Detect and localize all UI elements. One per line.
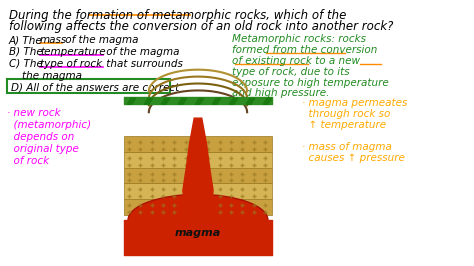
Polygon shape xyxy=(127,98,136,104)
Text: of the magma: of the magma xyxy=(62,35,138,45)
Text: ↑ temperature: ↑ temperature xyxy=(302,120,386,130)
Bar xyxy=(124,152,272,168)
Polygon shape xyxy=(144,98,153,104)
Text: C) The: C) The xyxy=(9,59,46,69)
Bar xyxy=(124,199,272,215)
Polygon shape xyxy=(161,98,170,104)
Polygon shape xyxy=(246,98,255,104)
Bar xyxy=(124,168,272,184)
Text: type of rock: type of rock xyxy=(40,59,102,69)
Text: depends on: depends on xyxy=(7,132,74,142)
Polygon shape xyxy=(195,98,204,104)
Polygon shape xyxy=(183,118,213,217)
Polygon shape xyxy=(178,98,187,104)
Text: through rock so: through rock so xyxy=(302,109,390,119)
Polygon shape xyxy=(212,98,221,104)
Text: and high pressure.: and high pressure. xyxy=(232,89,329,98)
Bar xyxy=(124,136,272,152)
Text: (metamorphic): (metamorphic) xyxy=(7,120,91,130)
Text: of existing rock to a new: of existing rock to a new xyxy=(232,56,360,66)
Text: · new rock: · new rock xyxy=(7,108,61,118)
Polygon shape xyxy=(263,98,272,104)
Text: formed from the conversion: formed from the conversion xyxy=(232,45,377,55)
Text: original type: original type xyxy=(7,144,79,154)
Text: magma: magma xyxy=(175,228,221,238)
Text: that surrounds: that surrounds xyxy=(103,59,183,69)
Text: the magma: the magma xyxy=(22,71,82,81)
Text: temperature: temperature xyxy=(40,47,106,57)
Text: D) All of the answers are correct: D) All of the answers are correct xyxy=(11,82,179,93)
Text: · mass of magma: · mass of magma xyxy=(302,142,392,152)
Polygon shape xyxy=(229,98,237,104)
Text: of rock: of rock xyxy=(7,156,49,166)
Text: of the magma: of the magma xyxy=(103,47,180,57)
Text: mass: mass xyxy=(40,35,67,45)
Text: following affects the conversion of an old rock into another rock?: following affects the conversion of an o… xyxy=(9,20,393,33)
Bar xyxy=(124,184,272,199)
Text: causes ↑ pressure: causes ↑ pressure xyxy=(302,153,405,163)
Text: A) The: A) The xyxy=(9,35,46,45)
Text: During the formation of metamorphic rocks, which of the: During the formation of metamorphic rock… xyxy=(9,9,346,22)
Text: · magma permeates: · magma permeates xyxy=(302,98,407,108)
Text: exposure to high temperature: exposure to high temperature xyxy=(232,78,389,88)
Text: type of rock, due to its: type of rock, due to its xyxy=(232,67,350,77)
Text: Metamorphic rocks: rocks: Metamorphic rocks: rocks xyxy=(232,34,366,44)
Ellipse shape xyxy=(128,194,268,246)
Text: B) The: B) The xyxy=(9,47,46,57)
